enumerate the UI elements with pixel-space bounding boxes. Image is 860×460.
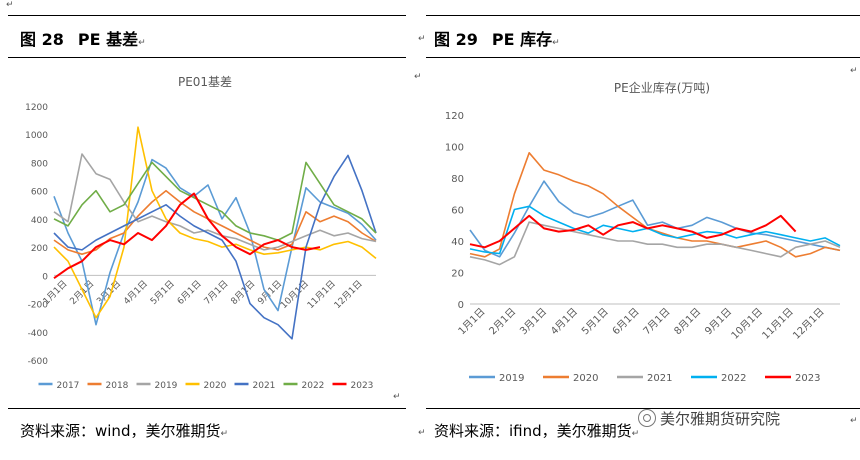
- x-tick-label: 3月1日: [518, 306, 550, 338]
- wechat-icon: [638, 409, 656, 427]
- y-tick-label: -200: [28, 301, 49, 311]
- left-figure-panel: ↵ 图 28 PE 基差 ↵ PE01基差 -600 -400 -200 0 200 400 60…: [0, 0, 406, 460]
- y-tick-label: 80: [451, 174, 464, 185]
- figure-title: PE 库存: [491, 30, 553, 49]
- y-tick-label: 200: [31, 244, 48, 254]
- paragraph-mark: ↵: [393, 392, 401, 402]
- y-tick-label: 120: [445, 111, 464, 122]
- legend-label: 2019: [499, 373, 524, 384]
- x-tick-label: 7月1日: [202, 278, 231, 307]
- x-tick-label: 12月1日: [332, 278, 365, 311]
- paragraph-mark: ↵: [418, 34, 426, 44]
- top-rule: [8, 15, 406, 16]
- y-tick-label: 1000: [25, 131, 48, 141]
- paragraph-mark: ↵: [850, 66, 858, 76]
- x-tick-label: 12月1日: [791, 306, 827, 342]
- figure-number: 图 29: [434, 30, 478, 49]
- figure-caption: 图 29 PE 库存↵: [434, 30, 560, 49]
- y-tick-label: 60: [451, 206, 464, 217]
- series-line-2020: [469, 152, 841, 258]
- y-tick-label: -600: [28, 357, 49, 367]
- legend-label: 2023: [795, 373, 820, 384]
- paragraph-mark: ↵: [414, 72, 422, 82]
- x-tick-label: 9月1日: [703, 306, 735, 338]
- y-tick-label: 1200: [25, 103, 48, 113]
- x-tick-label: 3月1日: [95, 278, 124, 307]
- x-tick-label: 7月1日: [641, 306, 673, 338]
- x-tick-label: 5月1日: [148, 278, 177, 307]
- x-tick-label: 2月1日: [68, 278, 97, 307]
- y-tick-label: 400: [31, 216, 48, 226]
- x-tick-label: 11月1日: [305, 278, 338, 311]
- paragraph-mark: ↵: [6, 0, 14, 10]
- legend-label: 2021: [647, 373, 672, 384]
- legend-label: 2018: [106, 381, 129, 391]
- y-tick-label: 100: [445, 143, 464, 154]
- x-tick-label: 4月1日: [548, 306, 580, 338]
- legend-label: 2021: [253, 381, 276, 391]
- series-line-2017: [53, 158, 377, 326]
- legend-label: 2023: [351, 381, 374, 391]
- pe-basis-chart: PE01基差 -600 -400 -200 0 200 400 600 800 1000 1200 1…: [25, 75, 377, 391]
- chart-title: PE企业库存(万吨): [614, 80, 710, 95]
- y-tick-label: 0: [42, 272, 48, 282]
- legend-label: 2022: [302, 381, 325, 391]
- y-tick-label: 40: [451, 237, 464, 248]
- series-line-2022: [53, 161, 377, 241]
- x-tick-label: 1月1日: [41, 278, 70, 307]
- y-tick-label: 0: [458, 300, 464, 311]
- series-line-2021: [469, 221, 841, 266]
- x-tick-label: 5月1日: [579, 306, 611, 338]
- series-line-2023: [469, 214, 797, 249]
- source-note: 资料来源：wind，美尔雅期货↵: [20, 422, 229, 440]
- x-tick-label: 10月1日: [729, 306, 765, 342]
- caption-rule: [8, 57, 406, 58]
- x-tick-label: 6月1日: [175, 278, 204, 307]
- series-line-2019: [53, 153, 377, 251]
- figure-number: 图 28: [20, 30, 64, 49]
- source-rule: [426, 408, 860, 409]
- legend-label: 2019: [155, 381, 178, 391]
- series-line-2021: [53, 154, 377, 340]
- x-tick-label: 6月1日: [610, 306, 642, 338]
- x-tick-label: 2月1日: [487, 306, 519, 338]
- series-line-2020: [53, 126, 377, 319]
- top-rule: [426, 15, 860, 16]
- caption-rule: [426, 57, 860, 58]
- legend-label: 2020: [204, 381, 227, 391]
- y-tick-label: 800: [31, 159, 48, 169]
- legend-label: 2022: [721, 373, 746, 384]
- x-tick-label: 4月1日: [121, 278, 150, 307]
- y-tick-label: 20: [451, 269, 464, 280]
- series-line-2019: [469, 180, 841, 258]
- y-tick-label: 600: [31, 188, 48, 198]
- right-figure-panel: ↵ 图 29 PE 库存 ↵ ↵ ↵ PE企业库存(万吨) 0 20 40 60 80 100 1…: [414, 0, 860, 460]
- figure-title: PE 基差: [77, 30, 139, 49]
- source-rule: [8, 408, 406, 409]
- y-tick-label: -400: [28, 329, 49, 339]
- watermark: 美尔雅期货研究院: [638, 408, 780, 429]
- series-line-2022: [469, 205, 841, 255]
- x-tick-label: 11月1日: [760, 306, 796, 342]
- series-line-2023: [53, 192, 321, 280]
- paragraph-mark: ↵: [418, 428, 426, 438]
- x-tick-label: 8月1日: [672, 306, 704, 338]
- source-note: 资料来源：ifind，美尔雅期货↵: [434, 422, 640, 440]
- paragraph-mark: ↵: [850, 416, 858, 426]
- legend-label: 2020: [573, 373, 598, 384]
- figure-caption: 图 28 PE 基差↵: [20, 30, 146, 49]
- chart-title: PE01基差: [178, 75, 232, 89]
- legend-label: 2017: [57, 381, 80, 391]
